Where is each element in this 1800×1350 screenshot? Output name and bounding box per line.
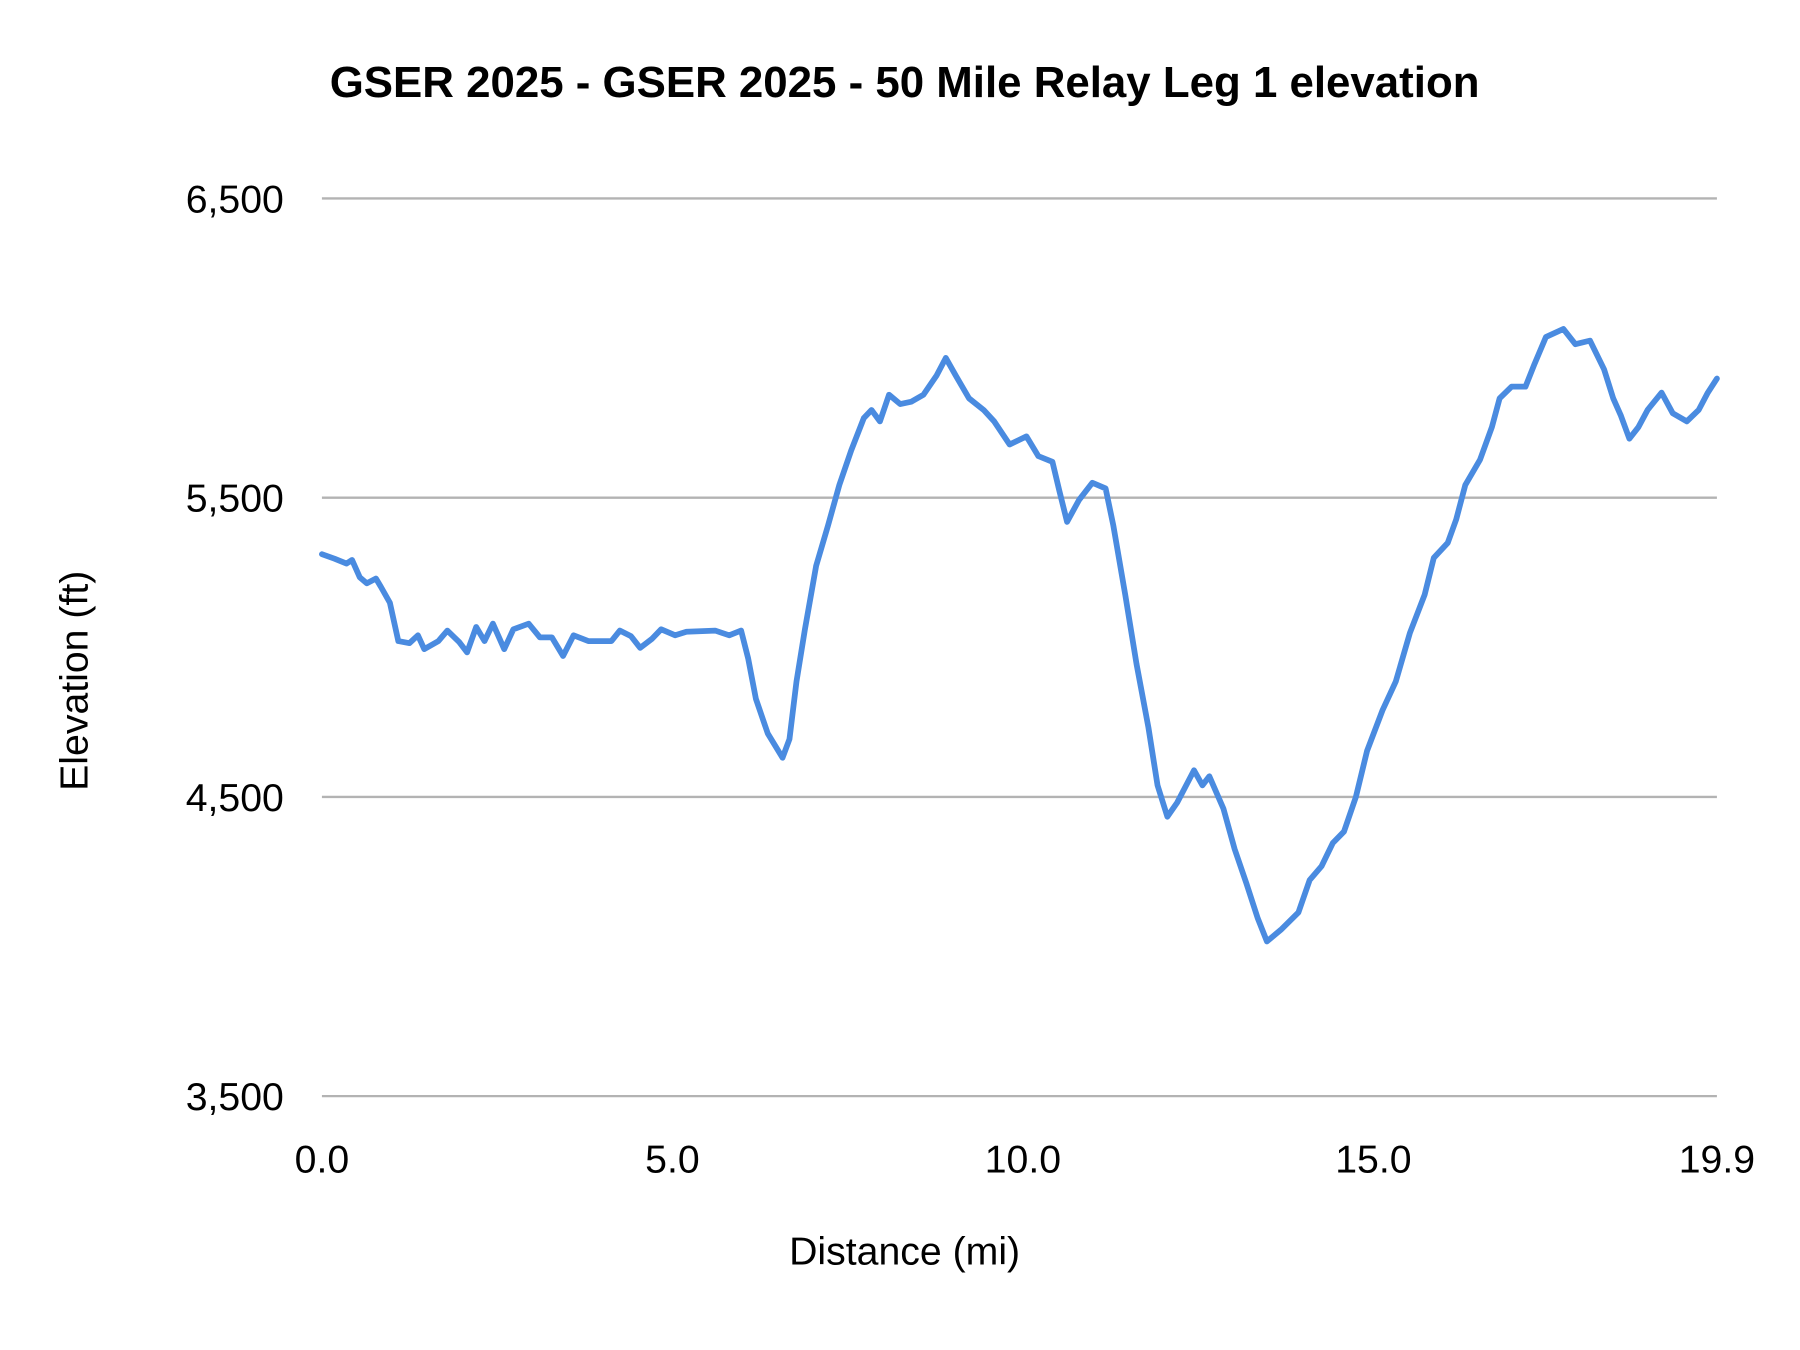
y-axis-label: Elevation (ft) — [53, 571, 97, 791]
chart-title: GSER 2025 - GSER 2025 - 50 Mile Relay Le… — [330, 58, 1480, 107]
x-tick-label: 5.0 — [645, 1137, 700, 1181]
gridlines — [321, 197, 1717, 1098]
x-tick-label: 0.0 — [295, 1137, 350, 1181]
y-tick-label: 5,500 — [186, 477, 284, 521]
x-axis-ticks: 0.0 5.0 10.0 15.0 19.9 — [295, 1137, 1755, 1181]
x-tick-label: 19.9 — [1679, 1137, 1755, 1181]
y-axis-ticks: 6,500 5,500 4,500 3,500 — [186, 177, 284, 1119]
x-axis-label: Distance (mi) — [789, 1230, 1020, 1274]
x-tick-label: 15.0 — [1335, 1137, 1411, 1181]
y-tick-label: 3,500 — [186, 1075, 284, 1119]
y-tick-label: 6,500 — [186, 177, 284, 221]
y-tick-label: 4,500 — [186, 776, 284, 820]
x-tick-label: 10.0 — [985, 1137, 1061, 1181]
elevation-line — [319, 326, 1720, 945]
